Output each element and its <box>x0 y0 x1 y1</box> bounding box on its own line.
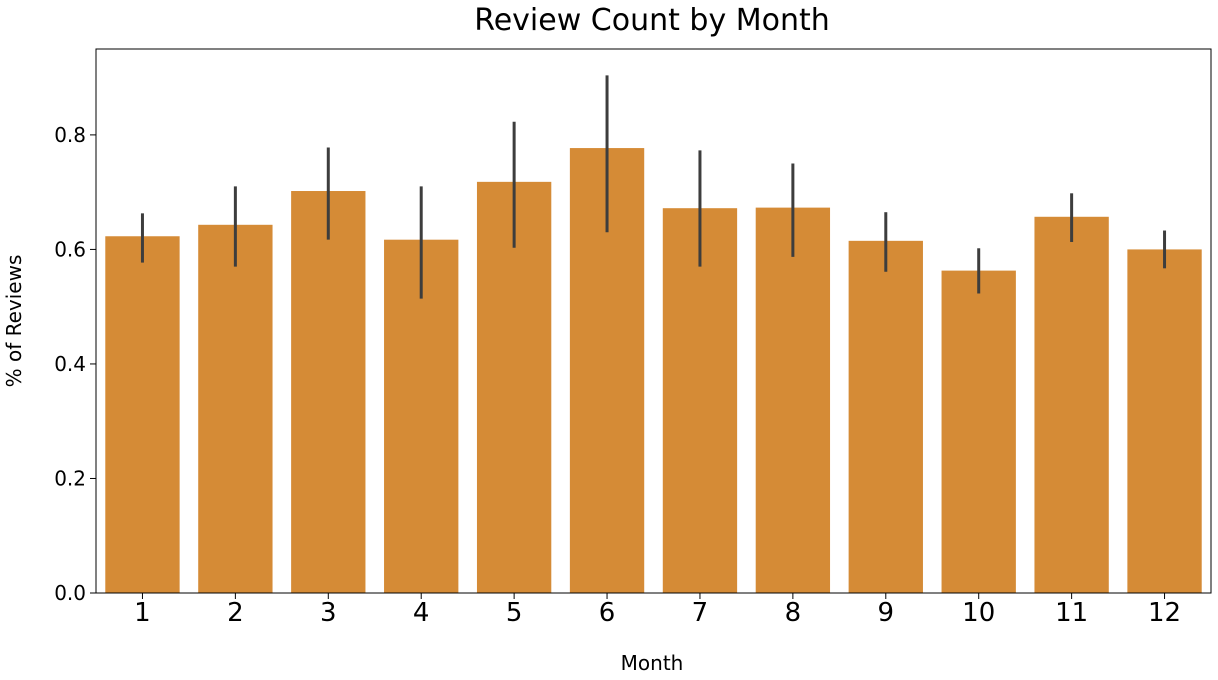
y-axis: 0.0 0.2 0.4 0.6 0.8 <box>54 123 96 605</box>
x-axis-label: Month <box>621 651 684 675</box>
x-tick-label: 7 <box>692 598 709 628</box>
x-tick-label: 12 <box>1148 598 1181 628</box>
y-tick-label: 0.6 <box>54 237 86 261</box>
x-tick-label: 3 <box>320 598 337 628</box>
x-tick-label: 6 <box>599 598 616 628</box>
bar-1 <box>105 236 180 593</box>
y-tick-label: 0.4 <box>54 352 86 376</box>
x-tick-label: 2 <box>227 598 244 628</box>
x-tick-label: 8 <box>785 598 802 628</box>
chart-title: Review Count by Month <box>474 3 830 38</box>
x-axis: 1 2 3 4 5 6 7 8 9 10 11 12 <box>134 593 1181 628</box>
x-tick-label: 4 <box>413 598 430 628</box>
x-tick-label: 10 <box>962 598 995 628</box>
bar-8 <box>755 207 831 593</box>
bar-9 <box>848 240 923 593</box>
bar-12 <box>1127 249 1202 593</box>
plot-frame <box>95 48 1212 594</box>
bar-5 <box>476 181 552 593</box>
bar-7 <box>662 208 738 593</box>
error-bars-group <box>140 75 1167 299</box>
bars-group <box>105 148 1202 594</box>
x-tick-label: 11 <box>1055 598 1088 628</box>
bar-11 <box>1034 216 1109 593</box>
bar-2 <box>198 224 273 593</box>
y-tick-label: 0.8 <box>54 123 86 147</box>
x-tick-label: 1 <box>134 598 151 628</box>
x-tick-label: 9 <box>878 598 895 628</box>
bar-3 <box>291 191 366 593</box>
bar-10 <box>941 270 1016 593</box>
y-tick-label: 0.2 <box>54 466 86 490</box>
x-tick-label: 5 <box>506 598 523 628</box>
y-tick-label: 0.0 <box>54 581 86 605</box>
y-axis-label: % of Reviews <box>2 255 26 388</box>
